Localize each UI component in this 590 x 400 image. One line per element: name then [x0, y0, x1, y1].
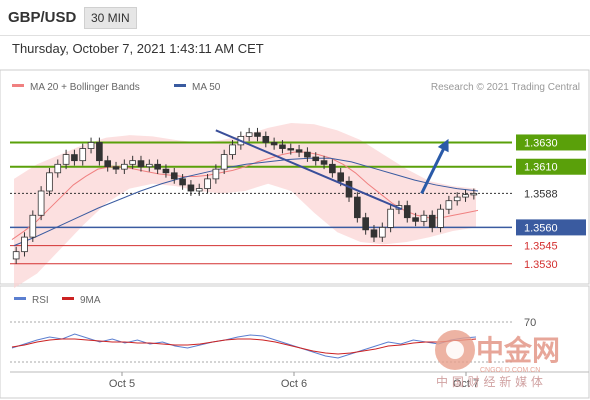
rsi-ma9-line: [11, 338, 477, 355]
legend-swatch-1: [174, 84, 186, 87]
candle-body-54: [462, 194, 469, 198]
price-panel-frame: [0, 69, 590, 285]
chart-datetime: Thursday, October 7, 2021 1:43:11 AM CET: [12, 41, 264, 56]
candle-body-1: [21, 236, 28, 253]
candle-body-29: [254, 132, 261, 137]
candle-body-15: [137, 160, 145, 168]
candle-body-4: [46, 172, 53, 192]
rsi-legend-label-1: 9MA: [80, 295, 101, 306]
candle-body-20: [179, 178, 186, 186]
candle-body-17: [154, 163, 161, 170]
candle-body-53: [453, 196, 461, 202]
candle-body-3: [37, 190, 45, 216]
candle-body-32: [279, 144, 286, 149]
watermark-brand: 中金网: [476, 334, 560, 367]
watermark-tagline: 中 国 财 经 新 媒 体: [436, 374, 543, 389]
candle-body-37: [320, 160, 328, 165]
projection-arrow-head: [437, 138, 449, 153]
candle-body-45: [387, 208, 394, 228]
legend-label-0: MA 20 + Bollinger Bands: [30, 82, 140, 93]
candle-body-50: [428, 214, 436, 228]
legend-label-1: MA 50: [192, 82, 221, 93]
candle-body-47: [403, 205, 411, 219]
x-tick-label-1: Oct 6: [281, 378, 307, 390]
level-label-1.3545: 1.3545: [524, 241, 558, 253]
candle-body-5: [54, 163, 62, 174]
x-tick-label-0: Oct 5: [109, 378, 135, 390]
level-label-1.3630: 1.3630: [524, 137, 558, 149]
candle-body-51: [437, 208, 444, 228]
candle-body-49: [420, 214, 428, 222]
candle-body-40: [345, 180, 353, 198]
candle-body-55: [470, 193, 478, 196]
rsi-panel-frame: [0, 285, 590, 399]
candle-body-11: [104, 160, 112, 168]
level-label-1.3560: 1.3560: [524, 222, 558, 234]
candle-body-6: [62, 154, 70, 165]
timeframe-button[interactable]: 30 MIN: [84, 7, 137, 29]
candle-body-16: [145, 163, 153, 168]
candle-body-18: [162, 168, 170, 174]
watermark-logo-inner: [446, 341, 464, 359]
candle-body-33: [287, 148, 295, 151]
candle-body-10: [96, 142, 103, 162]
candle-body-38: [329, 163, 336, 174]
rsi-legend-swatch-1: [62, 297, 74, 300]
projection-arrow-shaft: [420, 141, 449, 195]
candle-body-19: [170, 172, 178, 180]
candle-body-43: [370, 229, 378, 238]
level-label-1.3588: 1.3588: [524, 188, 558, 200]
candle-body-24: [212, 168, 220, 180]
candle-body-23: [204, 178, 211, 189]
legend-swatch-0: [12, 84, 24, 87]
candle-body-31: [270, 142, 278, 146]
candle-body-9: [87, 142, 95, 149]
candle-body-28: [245, 132, 253, 137]
candle-body-21: [187, 184, 195, 192]
chart-header: GBP/USD 30 MIN: [0, 0, 590, 36]
candle-body-8: [79, 148, 87, 162]
candle-body-35: [304, 151, 311, 158]
candle-body-14: [129, 160, 136, 165]
candle-body-25: [220, 154, 228, 170]
candle-body-30: [262, 135, 270, 143]
candle-body-0: [12, 251, 20, 260]
rsi-line: [11, 333, 477, 359]
rsi-label-70: 70: [524, 317, 536, 329]
level-label-1.3530: 1.3530: [524, 259, 558, 271]
candle-body-44: [378, 226, 386, 238]
candle-body-26: [229, 144, 236, 155]
candle-body-12: [112, 166, 120, 170]
candle-body-13: [121, 163, 128, 170]
candle-body-7: [71, 154, 78, 162]
rsi-legend-swatch-0: [14, 297, 26, 300]
candle-body-39: [337, 172, 345, 182]
candle-body-22: [195, 188, 203, 192]
candle-body-34: [295, 149, 303, 153]
rsi-legend-label-0: RSI: [32, 295, 49, 306]
ma50-line: [13, 157, 479, 247]
candle-body-36: [312, 156, 320, 162]
watermark-domain: CNGOLD.COM.CN: [480, 367, 540, 374]
candle-body-2: [29, 214, 37, 238]
level-tag-1.3560: [516, 219, 586, 236]
level-tag-1.3630: [516, 134, 586, 151]
level-tag-1.3610: [516, 158, 586, 175]
candle-body-48: [412, 217, 419, 222]
trendline: [215, 129, 402, 211]
candle-body-42: [362, 217, 369, 231]
candle-body-52: [445, 200, 453, 210]
chart-credit: Research © 2021 Trading Central: [431, 82, 580, 93]
candle-body-41: [354, 196, 361, 219]
level-label-1.3610: 1.3610: [524, 162, 558, 174]
pair-title: GBP/USD: [8, 9, 77, 26]
x-tick-label-2: Oct 7: [453, 378, 479, 390]
